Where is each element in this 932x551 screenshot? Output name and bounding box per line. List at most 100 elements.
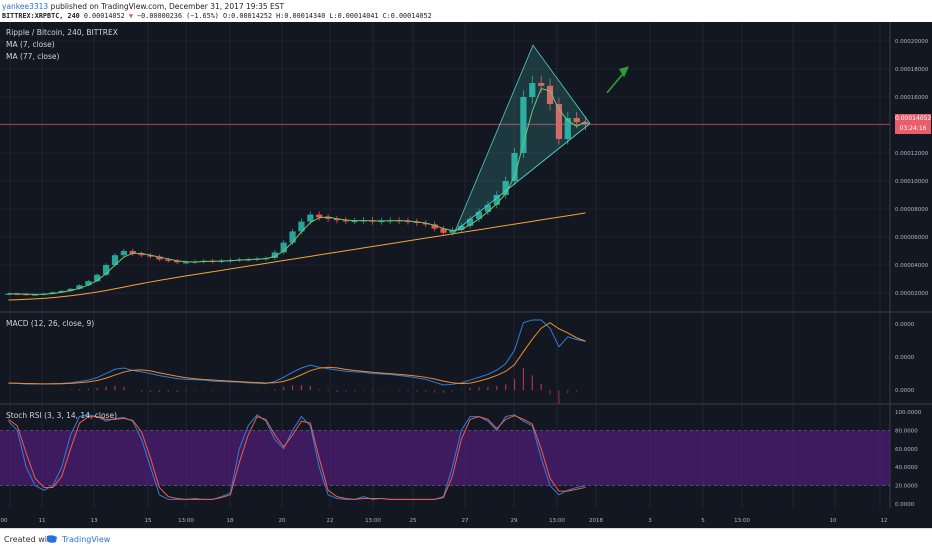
legend-stoch-rsi: Stoch RSI (3, 3, 14, 14, close): [6, 411, 117, 420]
ohlc-line: BITTREX:XRPBTC, 240 0.00014052 ▼ −0.0000…: [2, 12, 432, 20]
price-tick-label: 0.00012000: [895, 151, 929, 157]
time-tick-label: 25: [410, 518, 417, 524]
candle-body: [484, 204, 492, 212]
time-tick-label: 11: [39, 518, 46, 524]
footer-bar: Created with TradingView: [0, 528, 932, 551]
candle-body: [316, 214, 323, 218]
stoch-d-line: [8, 415, 586, 500]
candle-body: [76, 285, 83, 289]
price-tick-label: 0.00016000: [895, 95, 929, 101]
candle-body: [404, 220, 412, 223]
candle-body: [582, 122, 589, 125]
candle-body: [529, 83, 536, 97]
time-tick-label: 29: [511, 518, 518, 524]
last-price: 0.00014052: [83, 12, 125, 20]
arrow-head-icon: [619, 66, 629, 78]
macd-tick-label: 0.0000: [895, 322, 915, 328]
triangle-pattern-drawing: [454, 44, 591, 232]
current-price-label: 0.00014052: [895, 114, 932, 124]
candle-body: [298, 221, 305, 232]
close-value: 0.00014052: [390, 12, 432, 20]
created-with-text: Created with: [4, 535, 56, 544]
legend-ma7: MA (7, close): [6, 40, 55, 49]
tradingview-brand-link[interactable]: TradingView: [62, 535, 111, 544]
candle-body: [538, 83, 545, 86]
candle-body: [120, 251, 127, 256]
time-tick-label: 13:00: [365, 518, 381, 524]
candle-body: [138, 253, 145, 256]
author-link[interactable]: yankee3313: [2, 2, 49, 11]
candle-body: [564, 118, 571, 139]
time-tick-label: 12: [881, 518, 888, 524]
legend-ma77: MA (77, close): [6, 52, 60, 61]
time-tick-label: 27: [462, 518, 469, 524]
stoch-rsi-band: [0, 430, 890, 486]
chart-svg[interactable]: 0.000200000.000180000.000160000.00014000…: [0, 22, 932, 528]
candle-body: [289, 231, 296, 243]
candle-body: [5, 293, 12, 295]
chart-area[interactable]: 0.000200000.000180000.000160000.00014000…: [0, 22, 932, 528]
published-text: published on TradingView.com, December 3…: [50, 2, 285, 11]
candle-body: [546, 85, 554, 104]
stoch-tick-label: 100.0000: [895, 410, 922, 416]
stoch-tick-label: 80.0000: [895, 428, 918, 434]
candle-body: [280, 242, 287, 253]
candle-body: [555, 104, 563, 139]
legend-macd: MACD (12, 26, close, 9): [6, 319, 95, 328]
candle-body: [573, 118, 580, 123]
time-tick-label: 20: [279, 518, 286, 524]
candle-body: [440, 228, 447, 233]
tradingview-logo-icon[interactable]: [46, 534, 58, 546]
candle-body: [67, 288, 74, 291]
price-tick-label: 0.00002000: [895, 291, 929, 297]
header-bar: yankee3313 published on TradingView.com,…: [0, 0, 932, 22]
macd-line: [8, 319, 586, 386]
candle-body: [174, 260, 181, 263]
change-value: −0.00000236 (−1.65%): [137, 12, 219, 20]
candle-body: [458, 225, 465, 230]
price-tick-label: 0.00004000: [895, 263, 929, 269]
candle-body: [502, 181, 509, 195]
candle-body: [31, 294, 39, 296]
candle-body: [58, 290, 65, 293]
time-tick-label: 00: [1, 518, 8, 524]
price-tick-label: 0.00018000: [895, 67, 929, 73]
low-value: 0.00014041: [337, 12, 379, 20]
candle-body: [94, 274, 101, 282]
time-tick-label: 5: [701, 518, 705, 524]
candle-body: [467, 218, 474, 226]
candle-body: [342, 220, 349, 222]
down-triangle-icon: ▼: [128, 12, 133, 20]
candle-body: [475, 211, 483, 219]
candle-body: [129, 251, 136, 254]
time-tick-label: 13: [91, 518, 98, 524]
time-tick-label: 15: [145, 518, 152, 524]
high-value: 0.00014340: [284, 12, 326, 20]
stoch-tick-label: 60.0000: [895, 447, 918, 453]
candle-body: [511, 153, 518, 181]
ma7-line: [8, 88, 586, 295]
stoch-tick-label: 40.0000: [895, 465, 918, 471]
time-tick-label: 13:00: [178, 518, 194, 524]
candle-body: [156, 256, 163, 260]
time-tick-label: 13:00: [734, 518, 750, 524]
candle-body: [165, 259, 172, 261]
time-tick-label: 10: [830, 518, 837, 524]
candle-body: [449, 230, 456, 233]
candle-body: [422, 223, 429, 225]
time-tick-label: 2018: [589, 518, 603, 524]
candle-body: [431, 224, 438, 229]
publish-line: yankee3313 published on TradingView.com,…: [2, 2, 284, 11]
macd-tick-label: 0.0000: [895, 388, 915, 394]
candle-body: [182, 262, 190, 264]
candle-body: [271, 252, 278, 258]
ma77-line: [8, 212, 586, 301]
time-tick-label: 3: [648, 518, 652, 524]
candle-body: [147, 255, 154, 257]
stoch-tick-label: 0.0000: [895, 502, 915, 508]
time-tick-label: 13:00: [549, 518, 565, 524]
macd-signal-line: [8, 322, 586, 385]
candle-body: [333, 218, 341, 221]
candle-body: [111, 255, 119, 265]
candle-body: [378, 220, 385, 223]
